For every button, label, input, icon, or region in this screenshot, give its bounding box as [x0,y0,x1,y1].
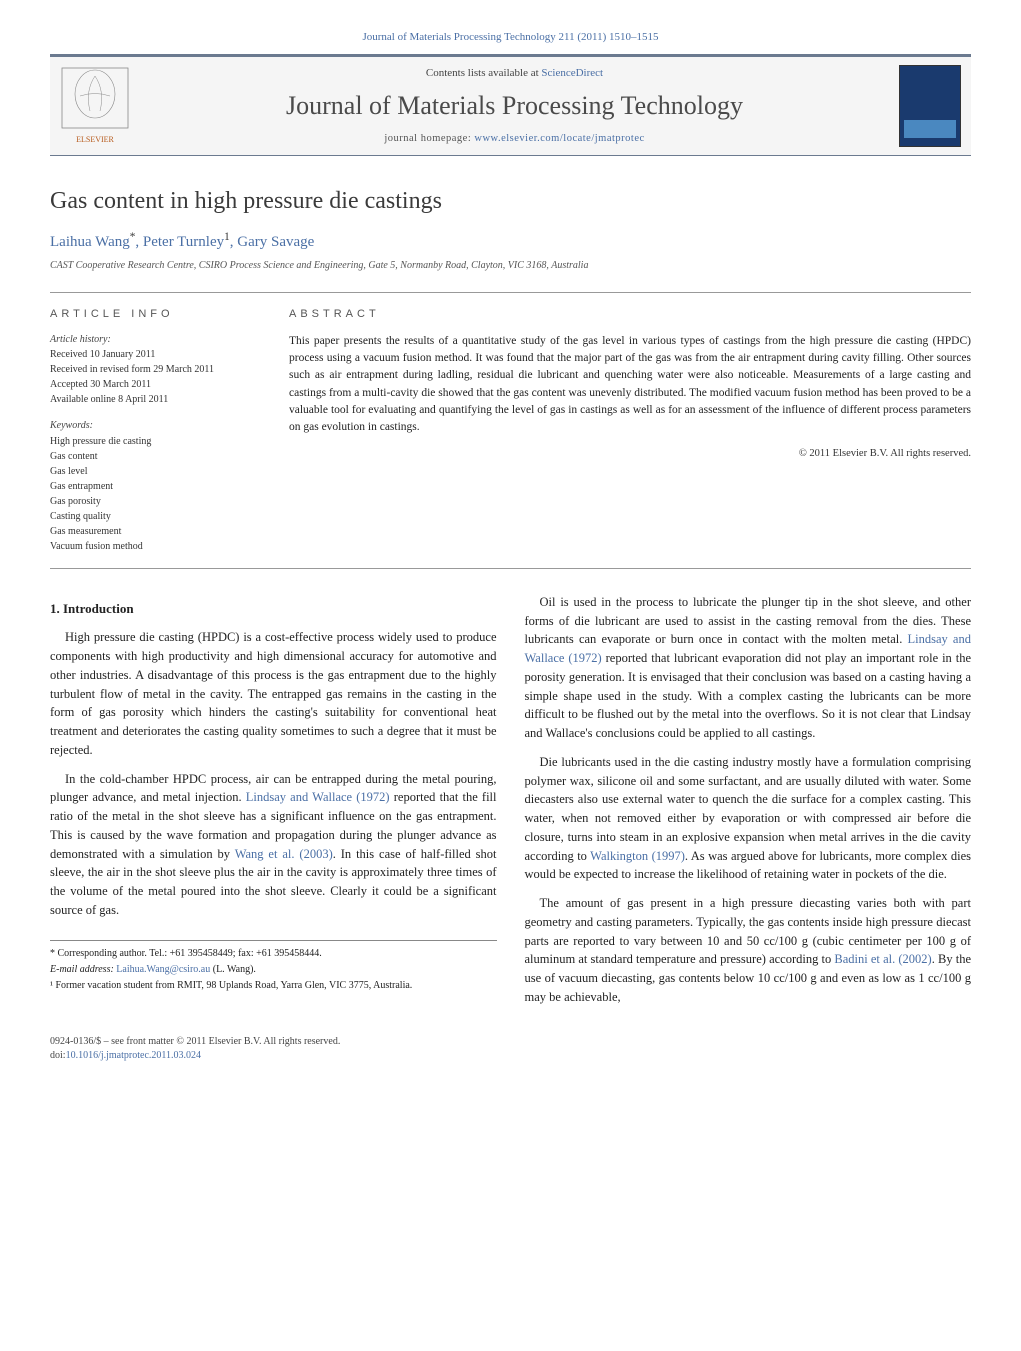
right-p2-a: Die lubricants used in the die casting i… [525,755,972,863]
keyword-3: Gas entrapment [50,479,265,494]
right-p3: The amount of gas present in a high pres… [525,894,972,1007]
history-label: Article history: [50,333,265,348]
footnote-1: ¹ Former vacation student from RMIT, 98 … [50,979,497,993]
keyword-5: Casting quality [50,509,265,524]
doi-link[interactable]: 10.1016/j.jmatprotec.2011.03.024 [66,1050,201,1061]
contents-prefix: Contents lists available at [426,67,541,79]
right-column: Oil is used in the process to lubricate … [525,593,972,1017]
keyword-0: High pressure die casting [50,434,265,449]
ref-badini-2002[interactable]: Badini et al. (2002) [834,952,931,966]
right-p1-a: Oil is used in the process to lubricate … [525,595,972,647]
bottom-row: 0924-0136/$ – see front matter © 2011 El… [50,1035,971,1063]
header-center: Contents lists available at ScienceDirec… [140,66,889,147]
body-columns: 1. Introduction High pressure die castin… [50,593,971,1017]
front-matter-line: 0924-0136/$ – see front matter © 2011 El… [50,1035,340,1049]
abstract-copyright: © 2011 Elsevier B.V. All rights reserved… [289,446,971,461]
section-1-heading: 1. Introduction [50,599,497,619]
ref-walkington-1997[interactable]: Walkington (1997) [590,849,685,863]
history-received: Received 10 January 2011 [50,347,265,362]
ref-lindsay-1972-1[interactable]: Lindsay and Wallace (1972) [246,790,390,804]
contents-available-line: Contents lists available at ScienceDirec… [140,66,889,82]
keywords-label: Keywords: [50,419,265,434]
ref-wang-2003[interactable]: Wang et al. (2003) [235,847,333,861]
homepage-prefix: journal homepage: [384,133,474,144]
homepage-link[interactable]: www.elsevier.com/locate/jmatprotec [474,133,644,144]
keyword-1: Gas content [50,449,265,464]
journal-homepage-line: journal homepage: www.elsevier.com/locat… [140,131,889,146]
history-accepted: Accepted 30 March 2011 [50,377,265,392]
right-p2: Die lubricants used in the die casting i… [525,753,972,884]
email-label: E-mail address: [50,964,116,975]
intro-p1: High pressure die casting (HPDC) is a co… [50,628,497,759]
elsevier-logo: ELSEVIER [60,66,130,146]
keyword-2: Gas level [50,464,265,479]
bottom-left: 0924-0136/$ – see front matter © 2011 El… [50,1035,340,1063]
history-revised: Received in revised form 29 March 2011 [50,362,265,377]
author-2[interactable]: , Peter Turnley [135,234,224,250]
article-info-column: article info Article history: Received 1… [50,307,265,554]
header-citation: Journal of Materials Processing Technolo… [50,30,971,46]
corresponding-author-note: * Corresponding author. Tel.: +61 395458… [50,947,497,961]
intro-p2: In the cold-chamber HPDC process, air ca… [50,770,497,920]
keyword-6: Gas measurement [50,524,265,539]
history-online: Available online 8 April 2011 [50,392,265,407]
doi-prefix: doi: [50,1050,66,1061]
right-p1: Oil is used in the process to lubricate … [525,593,972,743]
article-info-heading: article info [50,307,265,323]
email-suffix: (L. Wang). [210,964,256,975]
email-link[interactable]: Laihua.Wang@csiro.au [116,964,210,975]
article-title: Gas content in high pressure die casting… [50,184,971,219]
journal-header-box: ELSEVIER Contents lists available at Sci… [50,54,971,156]
footnotes: * Corresponding author. Tel.: +61 395458… [50,940,497,993]
left-column: 1. Introduction High pressure die castin… [50,593,497,1017]
keyword-4: Gas porosity [50,494,265,509]
citation-link[interactable]: Journal of Materials Processing Technolo… [362,31,658,43]
abstract-heading: abstract [289,307,971,323]
journal-title: Journal of Materials Processing Technolo… [140,87,889,125]
authors-line: Laihua Wang*, Peter Turnley1, Gary Savag… [50,229,971,254]
abstract-text: This paper presents the results of a qua… [289,333,971,437]
affiliation: CAST Cooperative Research Centre, CSIRO … [50,259,971,274]
abstract-column: abstract This paper presents the results… [289,307,971,554]
email-line: E-mail address: Laihua.Wang@csiro.au (L.… [50,963,497,977]
sciencedirect-link[interactable]: ScienceDirect [541,67,603,79]
author-3[interactable]: , Gary Savage [230,234,315,250]
author-1[interactable]: Laihua Wang [50,234,130,250]
journal-cover-thumbnail [899,65,961,147]
doi-line: doi:10.1016/j.jmatprotec.2011.03.024 [50,1049,340,1063]
info-abstract-row: article info Article history: Received 1… [50,292,971,569]
keyword-7: Vacuum fusion method [50,539,265,554]
svg-text:ELSEVIER: ELSEVIER [76,135,114,144]
